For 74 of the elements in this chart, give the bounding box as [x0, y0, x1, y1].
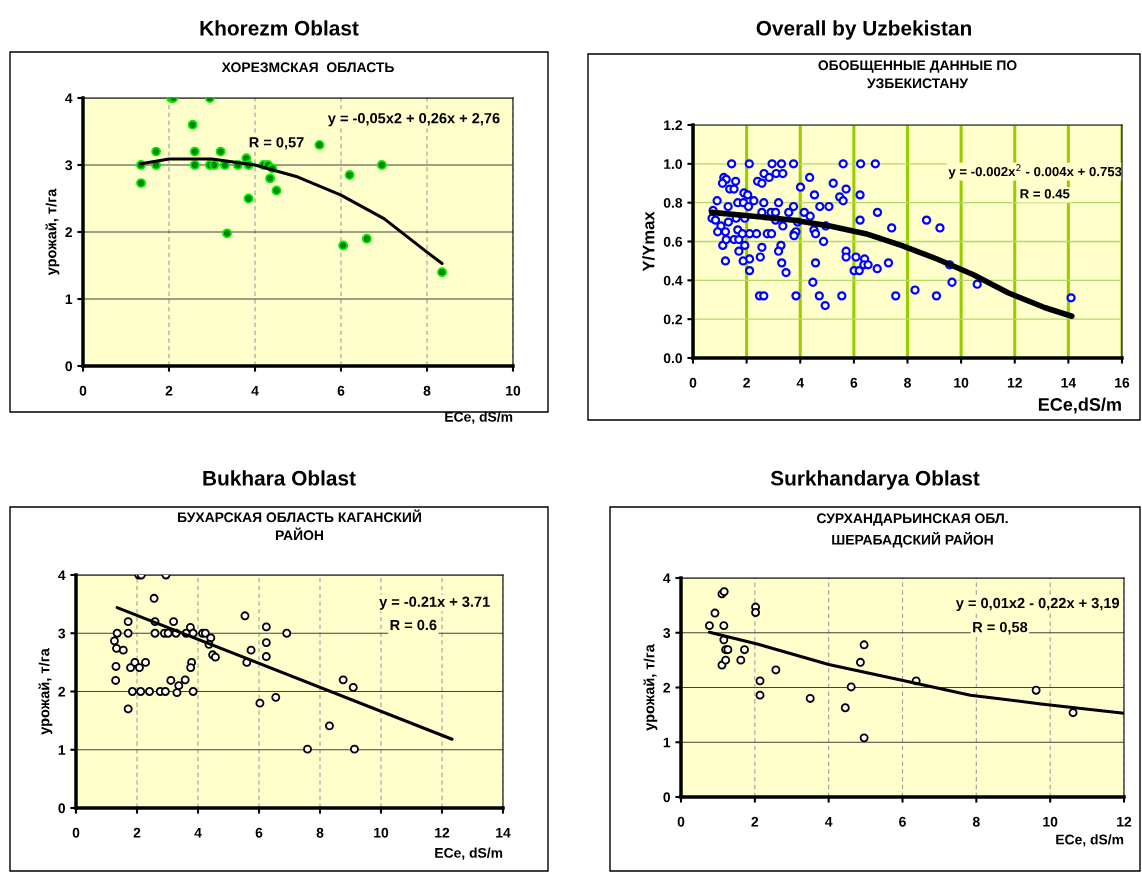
- x-tick-label: 0: [72, 827, 80, 838]
- x-axis-title: ECe,dS/m: [1038, 397, 1121, 414]
- x-tick-label: 10: [374, 827, 389, 838]
- x-tick-label: 4: [194, 827, 202, 838]
- y-axis-title: урожай, т/га: [38, 648, 53, 735]
- x-tick-label: 14: [496, 827, 511, 838]
- annotation: y = -0,05x2 + 0,26x + 2,76: [327, 113, 500, 127]
- y-tick-label: 4: [65, 93, 73, 104]
- x-tick-label: 12: [1007, 377, 1022, 388]
- x-tick-label: 10: [1043, 816, 1058, 827]
- annotation: R = 0,58: [973, 621, 1028, 635]
- x-tick-label: 16: [1115, 377, 1130, 388]
- y-tick-label: 0: [58, 803, 66, 814]
- x-tick-label: 12: [435, 827, 450, 838]
- annotation: R = 0.45: [1020, 189, 1070, 199]
- y-tick-label: 4: [663, 573, 671, 584]
- x-tick-label: 0: [689, 377, 697, 388]
- annotation: R = 0,57: [249, 137, 304, 150]
- x-tick-label: 2: [751, 816, 759, 827]
- x-tick-label: 10: [506, 385, 521, 396]
- chart-subtitle: СУРХАНДАРЬИНСКАЯ ОБЛ. ШЕРАБАДСКИЙ РАЙОН: [816, 513, 1008, 548]
- x-tick-label: 8: [972, 816, 980, 827]
- y-tick-label: 3: [65, 160, 73, 171]
- y-tick-label: 2: [65, 227, 73, 238]
- y-tick-label: 0.4: [663, 275, 683, 286]
- y-tick-label: 3: [663, 628, 671, 638]
- y-tick-label: 0.6: [663, 236, 683, 247]
- x-tick-label: 2: [133, 827, 141, 838]
- x-tick-label: 6: [255, 827, 263, 838]
- chart-title: Surkhandarya Oblast: [770, 470, 980, 490]
- x-axis-title: ECe, dS/m: [435, 847, 503, 860]
- y-tick-label: 0: [65, 361, 73, 372]
- x-tick-label: 4: [796, 377, 805, 388]
- annotation: y = 0,01x2 - 0,22x + 3,19: [955, 597, 1120, 612]
- x-tick-label: 0: [79, 385, 87, 396]
- y-tick-label: 2: [58, 686, 66, 697]
- chart-subtitle: ОБОБЩЕННЫЕ ДАННЫЕ ПО УЗБЕКИСТАНУ: [818, 60, 1017, 89]
- x-tick-label: 8: [423, 385, 431, 396]
- annotation: R = 0.6: [390, 619, 437, 631]
- x-tick-label: 2: [743, 377, 750, 388]
- y-tick-label: 1.2: [664, 120, 683, 131]
- x-tick-label: 8: [316, 827, 324, 838]
- chart-subtitle: ХОРЕЗМСКАЯ ОБЛАСТЬ: [221, 62, 394, 73]
- y-axis-title: урожай, т/га: [643, 644, 658, 731]
- chart-title: Khorezm Oblast: [200, 20, 359, 36]
- x-axis-title: ECe, dS/m: [445, 411, 513, 424]
- y-axis-title: Y/Ymax: [642, 211, 655, 272]
- x-tick-label: 14: [1061, 377, 1077, 388]
- y-tick-label: 1.0: [664, 159, 683, 169]
- x-tick-label: 6: [850, 377, 858, 388]
- y-tick-label: 0.2: [663, 314, 683, 325]
- y-tick-label: 2: [663, 682, 671, 693]
- y-tick-label: 0: [663, 792, 671, 803]
- y-axis-title: урожай, т/га: [45, 188, 60, 276]
- x-tick-label: 4: [825, 816, 833, 827]
- y-tick-label: 3: [58, 628, 66, 639]
- y-tick-label: 0.8: [663, 198, 683, 208]
- chart-subtitle: БУХАРСКАЯ ОБЛАСТЬ КАГАНСКИЙ РАЙОН: [178, 509, 421, 541]
- x-tick-label: 2: [165, 385, 173, 396]
- x-tick-label: 12: [1117, 816, 1132, 827]
- x-tick-label: 6: [337, 385, 345, 396]
- chart-title: Overall by Uzbekistan: [756, 20, 971, 40]
- y-tick-label: 1: [58, 745, 66, 755]
- y-tick-label: 0.0: [663, 353, 683, 364]
- x-tick-label: 8: [904, 377, 911, 388]
- y-tick-label: 1: [65, 294, 73, 305]
- x-axis-title: ECe, dS/m: [1056, 834, 1124, 847]
- chart-title: Bukhara Oblast: [203, 470, 356, 486]
- x-tick-label: 4: [251, 385, 259, 396]
- x-tick-label: 10: [954, 377, 969, 388]
- x-tick-label: 6: [899, 816, 906, 827]
- y-tick-label: 1: [663, 737, 671, 748]
- annotation: y = -0.21x + 3.71: [379, 596, 490, 610]
- y-tick-label: 4: [58, 570, 66, 581]
